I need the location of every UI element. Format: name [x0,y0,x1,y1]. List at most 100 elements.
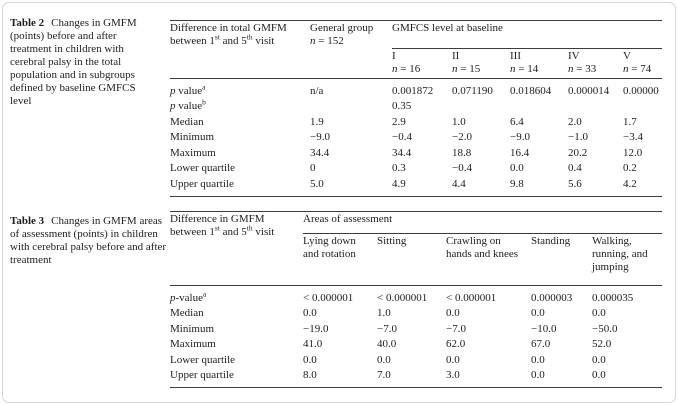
table-cell: 34.4 [392,146,412,159]
row-label: Minimum [170,130,310,146]
table-cell [510,99,568,115]
table3-area-header-2: Sitting [377,233,446,286]
header-line: General group [310,22,374,34]
header-line: II [452,50,460,62]
table-cell: 5.6 [568,176,623,197]
header-line: Difference in GMFM [170,213,265,225]
table-cell: 2.9 [392,115,406,128]
table2-caption-label: Table 2 [10,17,45,29]
table-cell: 5.0 [310,176,392,197]
row-label: Median [170,115,310,131]
row-label: p valuea [170,79,310,100]
table-cell: −50.0 [592,322,618,335]
table-row: p valueb 0.35 [170,97,662,115]
table-cell: −9.0 [310,131,330,143]
table-cell: < 0.000001 [303,292,354,304]
table3-body: p-valuea < 0.000001 < 0.000001 < 0.000001 0.… [170,286,662,388]
table2-gmfcs-spanner-header: GMFCS level at baseline [392,20,663,49]
text-segment: = 15 [457,63,481,75]
header-line: n = 33 [568,63,619,76]
table-cell: 0.0 [531,353,545,366]
table-cell: 0 [310,162,316,174]
table3-header-row2: Lying down and rotation Sitting Crawling… [170,233,662,286]
table-cell: 1.9 [310,115,324,128]
table2: Difference in total GMFM between 1st and… [170,20,663,197]
table-cell: 0.0 [510,162,524,174]
table-cell [310,99,392,115]
text-segment: Lower quartile [170,162,236,174]
table3-area-header-1: Lying down and rotation [303,233,377,286]
table-cell: 1.0 [452,115,466,128]
table-cell: 6.4 [510,115,524,128]
text-segment: = 74 [628,63,652,75]
table3-area-header-5: Walking, running, and jumping [592,233,662,286]
table-row: Upper quartile 5.0 4.9 4.4 9.8 5.6 4.2 [170,176,663,197]
table-cell: < 0.000001 [377,292,428,304]
table-cell: 0.4 [568,162,582,174]
table-cell: n/a [310,85,324,97]
table2-header-row2: I n = 16 II n = 15 III n = 14 IV n = 33 … [170,48,663,79]
table-cell: 0.001872 [392,85,434,97]
table-cell: 0.35 [392,100,412,112]
table-cell: 0.0 [592,368,662,388]
header-line: V [623,50,631,62]
text-segment: p [170,292,176,304]
table-row: Minimum −9.0 −0.4 −2.0 −9.0 −1.0 −3.4 [170,130,662,146]
table2-table: Difference in total GMFM between 1st and… [170,20,663,197]
text-segment: between 1 [170,226,215,238]
table-cell: −1.0 [568,131,588,143]
table-cell: 16.4 [510,146,530,159]
header-line: IV [568,50,580,62]
row-label: p-valuea [170,286,303,307]
table-cell: 4.9 [392,176,452,197]
row-label: Minimum [170,322,303,338]
table3-caption-label: Table 3 [10,215,45,227]
table2-general-group-header: General group n = 152 [310,20,392,79]
table-row: Median 0.0 1.0 0.0 0.0 0.0 [170,306,662,322]
text-segment: st [214,32,220,42]
table3-areas-spanner-header: Areas of assessment [303,211,662,234]
table-cell: 0.0 [592,307,606,319]
table-cell: 52.0 [592,338,612,350]
table-cell [452,99,510,115]
table-cell: 0.018604 [510,85,552,97]
text-segment: a [202,82,206,92]
table2-level-header-1: I n = 16 [392,48,452,79]
table-cell: 0.3 [392,162,406,174]
table-cell: 2.0 [568,115,582,128]
text-segment: n [568,63,574,75]
table2-body: p valuea n/a 0.001872 0.071190 0.018604 0.000… [170,79,663,197]
table-cell: 0.000003 [531,292,573,304]
table2-head: Difference in total GMFM between 1st and… [170,20,663,79]
table-row: Median 1.9 2.9 1.0 6.4 2.0 1.7 [170,115,662,131]
table-cell: −3.4 [623,131,643,143]
text-segment: th [246,32,253,42]
table-cell: 0.00000 [623,85,659,97]
table3-stub-header: Difference in GMFM between 1st and 5th v… [170,211,303,286]
text-segment: Median [170,307,204,319]
text-segment: th [246,223,253,233]
table-row: Minimum −19.0 −7.0 −7.0 −10.0 −50.0 [170,322,662,338]
text-segment: Upper quartile [170,369,234,381]
table-cell: 0.000035 [592,292,634,304]
header-line: n = 14 [510,63,564,76]
table-row: Maximum 34.4 34.4 18.8 16.4 20.2 12.0 [170,146,662,162]
table-cell: 20.2 [568,146,588,159]
table-cell: 0.0 [303,307,317,319]
text-segment: -value [175,292,203,304]
text-segment: between 1 [170,35,215,47]
text-segment: n [623,63,629,75]
row-label: Lower quartile [170,353,303,369]
table-cell: 40.0 [377,338,397,350]
text-segment: Upper quartile [170,177,234,190]
text-segment: b [202,97,206,107]
text-segment: n [310,35,316,47]
table2-caption-text: Changes in GMFM (points) before and afte… [10,17,137,107]
table-cell: 41.0 [303,338,323,350]
table-cell: 0.2 [623,162,637,174]
table-cell: 0.0 [531,307,545,319]
table-cell: 0.0 [531,368,592,388]
header-line: III [510,50,521,62]
table-cell: 0.0 [377,353,391,366]
text-segment: n [392,63,398,75]
